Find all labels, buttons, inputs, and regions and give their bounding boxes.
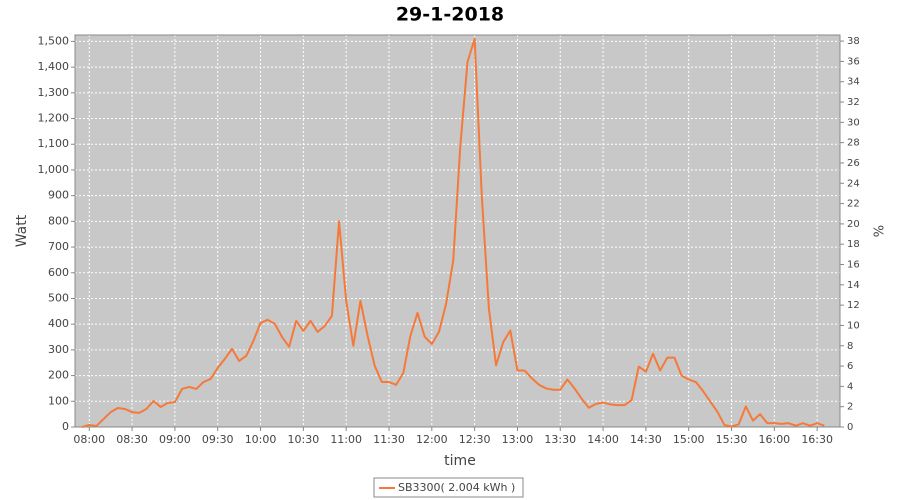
x-tick-label: 16:30 (801, 433, 833, 446)
y2-tick-label: 24 (847, 178, 860, 189)
y2-tick-label: 38 (847, 36, 860, 47)
y-tick-label: 400 (48, 317, 69, 330)
x-tick-label: 11:00 (330, 433, 362, 446)
y2-tick-label: 2 (847, 402, 853, 413)
x-tick-label: 15:00 (673, 433, 705, 446)
y-tick-label: 1,200 (38, 112, 70, 125)
y-tick-label: 500 (48, 291, 69, 304)
x-tick-label: 15:30 (716, 433, 748, 446)
y-axis-label: Watt (14, 214, 30, 247)
y2-tick-label: 32 (847, 97, 860, 108)
y-tick-label: 800 (48, 214, 69, 227)
y2-tick-label: 28 (847, 138, 860, 149)
y2-axis-label: % (873, 225, 888, 237)
x-tick-label: 08:00 (73, 433, 105, 446)
y2-tick-label: 34 (847, 77, 860, 88)
y2-tick-label: 4 (847, 381, 853, 392)
legend-label: SB3300( 2.004 kWh ) (398, 481, 515, 494)
plot-area (75, 35, 840, 427)
chart-title: 29-1-2018 (396, 4, 504, 26)
x-tick-label: 14:30 (630, 433, 662, 446)
y-tick-label: 900 (48, 189, 69, 202)
y-tick-label: 300 (48, 343, 69, 356)
x-tick-label: 10:00 (245, 433, 277, 446)
x-tick-label: 16:00 (758, 433, 790, 446)
y-tick-label: 1,000 (38, 163, 70, 176)
y2-tick-label: 10 (847, 320, 860, 331)
y2-tick-label: 12 (847, 300, 860, 311)
x-tick-label: 13:30 (544, 433, 576, 446)
y-tick-label: 1,100 (38, 137, 70, 150)
x-tick-label: 12:30 (459, 433, 491, 446)
y2-tick-label: 6 (847, 361, 853, 372)
x-tick-label: 10:30 (288, 433, 320, 446)
y2-tick-label: 18 (847, 239, 860, 250)
y-tick-label: 1,300 (38, 86, 70, 99)
y-tick-label: 1,500 (38, 34, 70, 47)
y2-tick-label: 20 (847, 219, 860, 230)
plot-border (74, 34, 841, 428)
x-tick-label: 14:00 (587, 433, 619, 446)
y2-tick-label: 14 (847, 280, 860, 291)
y2-tick-label: 0 (847, 422, 853, 433)
y2-tick-label: 8 (847, 341, 853, 352)
x-tick-label: 12:00 (416, 433, 448, 446)
y2-tick-label: 26 (847, 158, 860, 169)
y2-tick-label: 16 (847, 260, 860, 271)
y-tick-label: 1,400 (38, 60, 70, 73)
y-tick-label: 0 (62, 420, 69, 433)
y-tick-label: 600 (48, 266, 69, 279)
y2-tick-label: 22 (847, 199, 860, 210)
x-tick-label: 08:30 (116, 433, 148, 446)
y2-tick-label: 30 (847, 117, 860, 128)
series-line (81, 37, 825, 428)
x-tick-label: 13:00 (502, 433, 534, 446)
x-axis-label: time (444, 453, 476, 469)
y-tick-label: 200 (48, 369, 69, 382)
y-tick-label: 100 (48, 394, 69, 407)
legend (373, 477, 524, 498)
y-tick-label: 700 (48, 240, 69, 253)
x-tick-label: 09:30 (202, 433, 234, 446)
x-tick-label: 11:30 (373, 433, 405, 446)
y2-tick-label: 36 (847, 56, 860, 67)
x-tick-label: 09:00 (159, 433, 191, 446)
